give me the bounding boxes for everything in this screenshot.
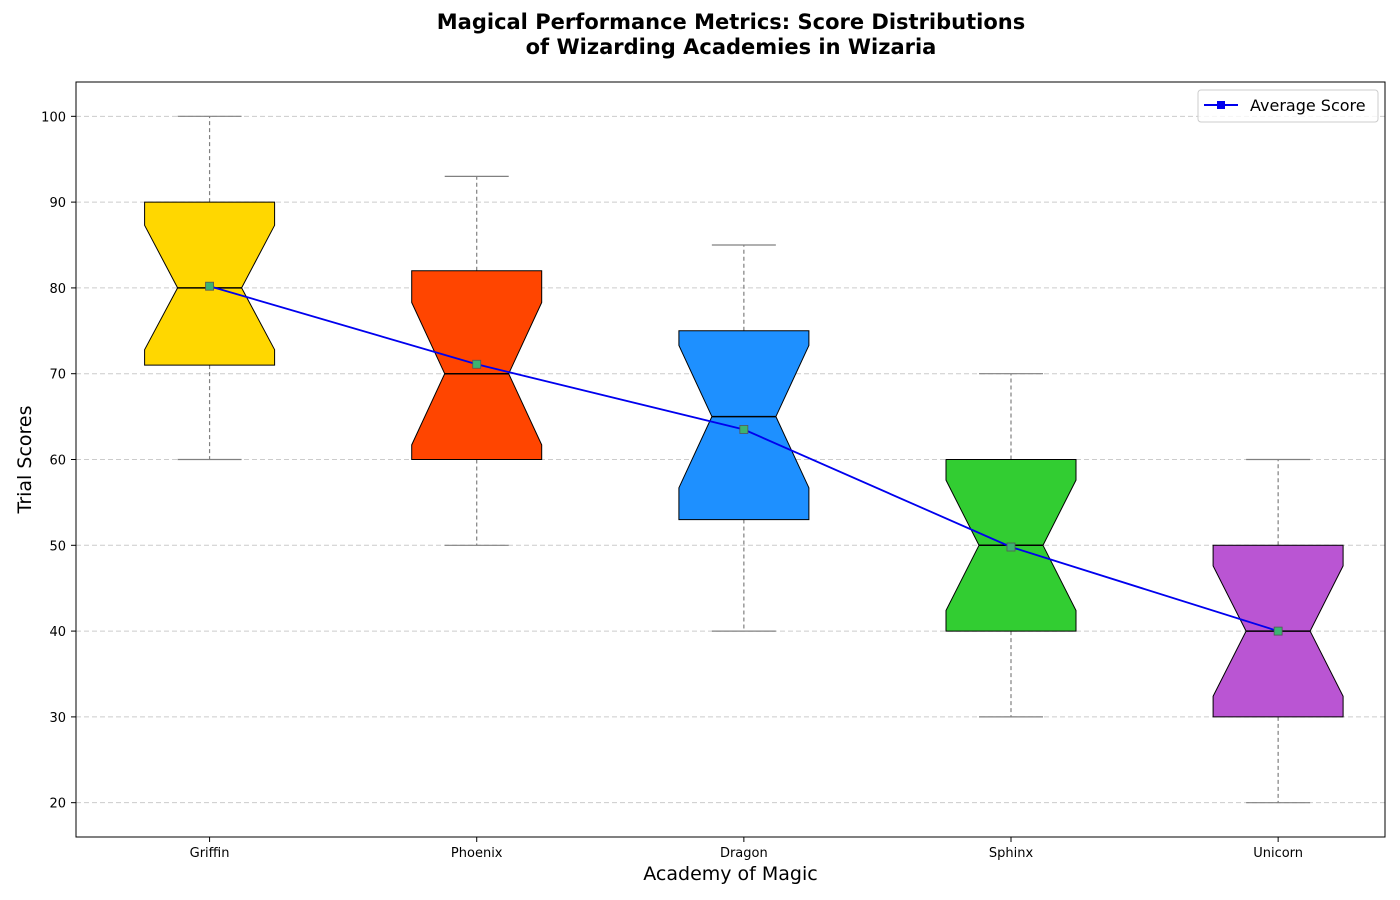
y-tick-label: 20 [49, 797, 66, 812]
y-tick-label: 70 [49, 368, 66, 383]
legend-frame [1197, 89, 1379, 123]
mean-marker [205, 281, 214, 291]
y-axis-label: Trial Scores [14, 406, 36, 515]
grid-lines [76, 115, 1385, 804]
axis-ticks: 20 30 40 50 60 70 80 90 100 Griffin Phoenix Dragon S… [41, 110, 1303, 861]
mean-marker [472, 359, 482, 369]
mean-marker [739, 425, 749, 434]
x-axis-label: Academy of Magic [643, 863, 817, 885]
y-tick-label: 80 [49, 282, 66, 297]
x-tick-label: Dragon [720, 846, 768, 861]
legend: Average Score [1197, 89, 1379, 123]
y-tick-label: 90 [49, 196, 66, 211]
y-tick-label: 50 [49, 539, 66, 554]
mean-marker [1006, 542, 1016, 552]
box-dragon [678, 244, 810, 632]
x-tick-label: Phoenix [451, 846, 503, 861]
y-tick-label: 30 [49, 711, 66, 726]
y-tick-label: 100 [41, 110, 66, 125]
chart-title-line-2: of Wizarding Academies in Wizaria [525, 35, 937, 59]
x-tick-label: Sphinx [989, 846, 1034, 861]
average-line-layer [205, 281, 1283, 636]
chart-title: Magical Performance Metrics: Score Distr… [0, 10, 1400, 60]
chart-title-line-1: Magical Performance Metrics: Score Distr… [436, 10, 1026, 34]
x-tick-label: Unicorn [1253, 846, 1303, 861]
legend-square-marker [1217, 101, 1225, 109]
legend-entry-average-score: Average Score [1250, 96, 1366, 115]
y-tick-label: 60 [49, 454, 66, 469]
x-tick-label: Griffin [190, 846, 230, 861]
mean-marker [1273, 626, 1283, 636]
y-tick-label: 40 [49, 625, 66, 640]
